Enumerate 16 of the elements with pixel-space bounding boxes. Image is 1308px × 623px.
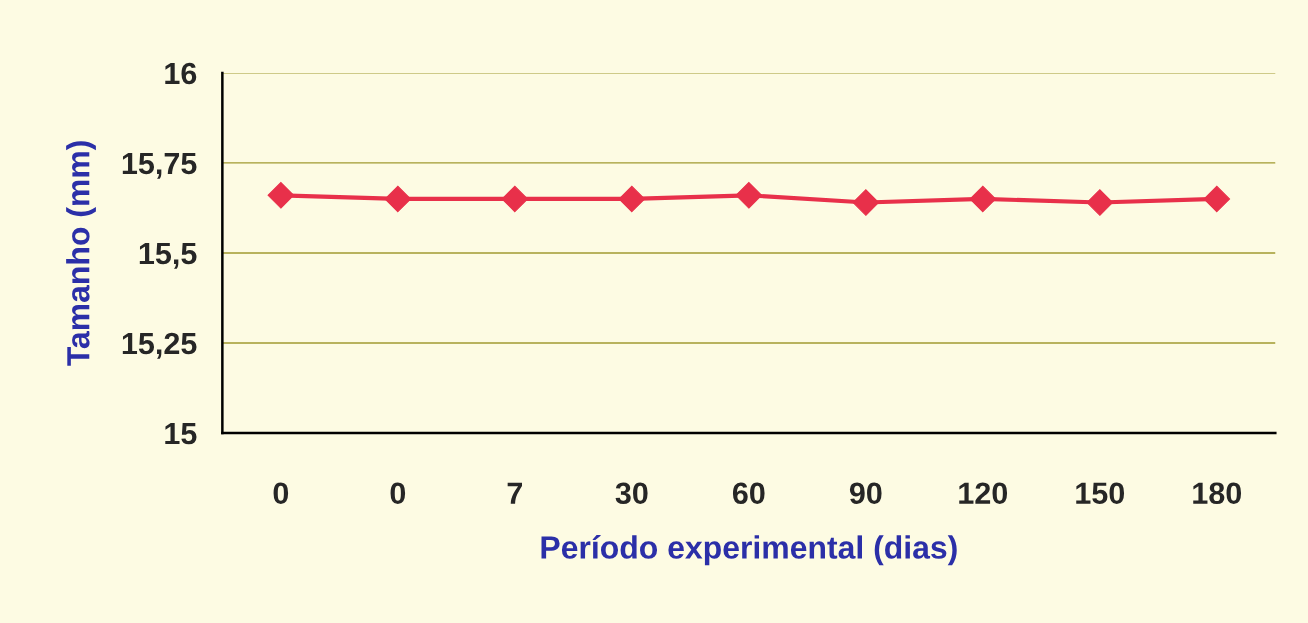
y-tick-label: 16 bbox=[165, 62, 197, 85]
x-tick-label: 180 bbox=[1193, 482, 1242, 505]
x-tick-label: 150 bbox=[1076, 482, 1125, 505]
x-tick-label: 7 bbox=[507, 482, 522, 504]
x-tick-label: 60 bbox=[732, 482, 765, 505]
y-axis-title: Tamanho (mm) bbox=[66, 141, 96, 366]
y-tick-label: 15 bbox=[165, 423, 197, 445]
x-tick-label: 0 bbox=[273, 482, 289, 505]
y-tick-label: 15,75 bbox=[122, 152, 197, 179]
x-tick-label: 30 bbox=[615, 482, 648, 505]
x-tick-label: 90 bbox=[849, 482, 882, 505]
x-axis-title: Período experimental (dias) bbox=[541, 535, 957, 566]
y-tick-label: 15,5 bbox=[139, 242, 197, 269]
x-tick-label: 0 bbox=[390, 482, 406, 505]
x-tick-label: 120 bbox=[959, 482, 1008, 505]
y-tick-label: 15,25 bbox=[122, 332, 197, 359]
